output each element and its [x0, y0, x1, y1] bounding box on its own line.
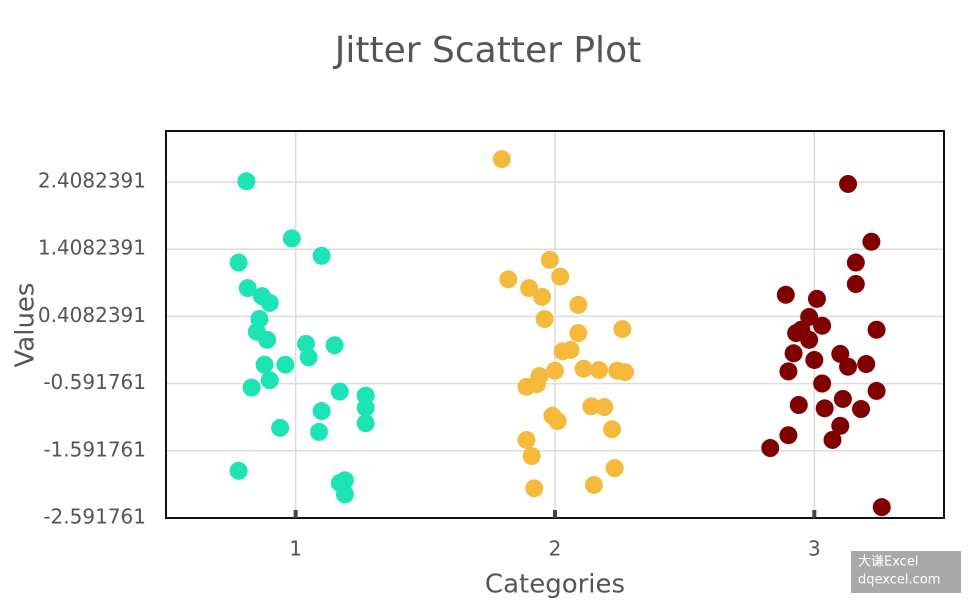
x-tick-label: 1 — [289, 537, 302, 561]
point — [492, 150, 511, 169]
y-tick-label: 1.4082391 — [38, 236, 146, 260]
point — [237, 172, 256, 191]
point — [605, 459, 624, 478]
point — [784, 344, 803, 363]
point — [242, 378, 261, 397]
point — [499, 270, 518, 289]
point — [789, 396, 808, 415]
point — [312, 402, 331, 421]
point — [839, 174, 858, 193]
point — [569, 295, 588, 314]
point — [867, 320, 886, 339]
y-axis-label: Values — [11, 283, 41, 368]
point — [325, 336, 344, 355]
point — [271, 418, 290, 437]
y-tick-label: -1.591761 — [43, 437, 146, 461]
point — [761, 439, 780, 458]
point — [299, 348, 318, 367]
point — [582, 397, 601, 416]
point — [831, 416, 850, 435]
y-tick-label: -2.591761 — [43, 505, 146, 529]
x-tick-label: 3 — [808, 537, 821, 561]
point — [260, 371, 279, 390]
point — [276, 355, 295, 374]
point — [310, 422, 329, 441]
point — [857, 355, 876, 374]
point — [574, 359, 593, 378]
point — [312, 246, 331, 265]
point — [787, 324, 806, 343]
point — [533, 287, 552, 306]
point — [603, 420, 622, 439]
point — [260, 293, 279, 312]
point — [813, 316, 832, 335]
point — [595, 398, 614, 417]
point — [867, 381, 886, 400]
watermark-box — [851, 551, 961, 593]
point — [548, 412, 567, 431]
point — [815, 399, 834, 418]
point — [540, 250, 559, 269]
point — [839, 357, 858, 376]
point — [551, 267, 570, 286]
x-tick-label: 2 — [549, 537, 562, 561]
point — [297, 334, 316, 353]
point — [846, 275, 865, 294]
point — [590, 361, 609, 380]
point — [779, 362, 798, 381]
x-axis-label: Categories — [485, 570, 625, 600]
point — [229, 461, 248, 480]
point — [255, 355, 274, 374]
point — [833, 389, 852, 408]
point — [546, 361, 564, 380]
point — [779, 426, 798, 445]
point — [862, 232, 881, 251]
y-tick-label: 0.4082391 — [38, 303, 146, 327]
point — [522, 447, 541, 466]
chart-title: Jitter Scatter Plot — [333, 30, 641, 71]
point — [616, 363, 635, 382]
point — [356, 414, 375, 433]
point — [535, 309, 554, 328]
point — [807, 289, 826, 308]
point — [258, 330, 277, 349]
point — [517, 377, 536, 396]
point — [356, 398, 375, 417]
point — [335, 485, 354, 504]
point — [613, 320, 632, 339]
point — [846, 253, 865, 272]
point — [569, 324, 588, 343]
point — [813, 374, 832, 393]
point — [229, 253, 248, 272]
point — [776, 285, 795, 304]
point — [330, 382, 349, 401]
y-tick-label: 2.4082391 — [38, 169, 146, 193]
point — [823, 430, 842, 449]
point — [238, 279, 257, 298]
point — [282, 229, 301, 248]
point — [525, 479, 544, 498]
point — [872, 498, 891, 517]
point — [852, 400, 871, 419]
points — [229, 150, 891, 517]
point — [520, 279, 539, 298]
watermark-text: 大谦Excel — [858, 555, 918, 570]
point — [517, 430, 536, 449]
y-tick-label: -0.591761 — [43, 370, 146, 394]
point — [561, 340, 580, 359]
point — [805, 350, 824, 369]
watermark-text: dqexcel.com — [858, 573, 940, 588]
point — [584, 475, 603, 494]
